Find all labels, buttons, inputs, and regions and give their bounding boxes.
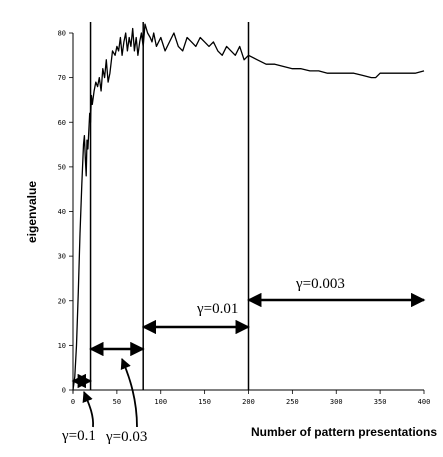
phase-pointer xyxy=(120,358,138,428)
y-tick-label: 0 xyxy=(62,387,66,395)
y-tick-label: 80 xyxy=(58,30,66,38)
x-tick-label: 350 xyxy=(374,398,387,406)
y-tick-label: 20 xyxy=(58,297,66,305)
x-tick-label: 100 xyxy=(154,398,167,406)
phase-label: γ=0.003 xyxy=(295,276,345,292)
y-axis-label: eigenvalue xyxy=(25,181,39,243)
x-tick-label: 150 xyxy=(198,398,211,406)
x-tick-label: 400 xyxy=(418,398,431,406)
phase-boundaries xyxy=(89,22,250,390)
eigenvalue-series-line xyxy=(72,23,425,391)
phase-label: γ=0.1 xyxy=(61,428,96,444)
x-tick-label: 200 xyxy=(242,398,255,406)
y-tick-label: 30 xyxy=(58,253,66,261)
series-layer xyxy=(72,23,425,391)
phase-pointer xyxy=(82,390,94,428)
x-tick-label: 250 xyxy=(286,398,299,406)
phase-annotations: γ=0.1 γ=0.03 γ=0.01 γ=0.003 xyxy=(61,276,426,445)
axes: 0 50 100 150 200 250 300 350 400 0 10 20 30 40 50 60 70 8… xyxy=(58,30,431,407)
y-tick-label: 10 xyxy=(58,342,66,350)
x-tick-label: 0 xyxy=(71,398,75,406)
phase-label: γ=0.01 xyxy=(196,301,238,317)
x-tick-label: 300 xyxy=(330,398,343,406)
y-tick-label: 70 xyxy=(58,74,66,82)
x-axis-label: Number of pattern presentations xyxy=(251,425,437,439)
x-tick-label: 50 xyxy=(113,398,121,406)
y-tick-label: 60 xyxy=(58,119,66,127)
y-tick-label: 40 xyxy=(58,208,66,216)
phase-label: γ=0.03 xyxy=(105,429,147,445)
y-tick-label: 50 xyxy=(58,163,66,171)
